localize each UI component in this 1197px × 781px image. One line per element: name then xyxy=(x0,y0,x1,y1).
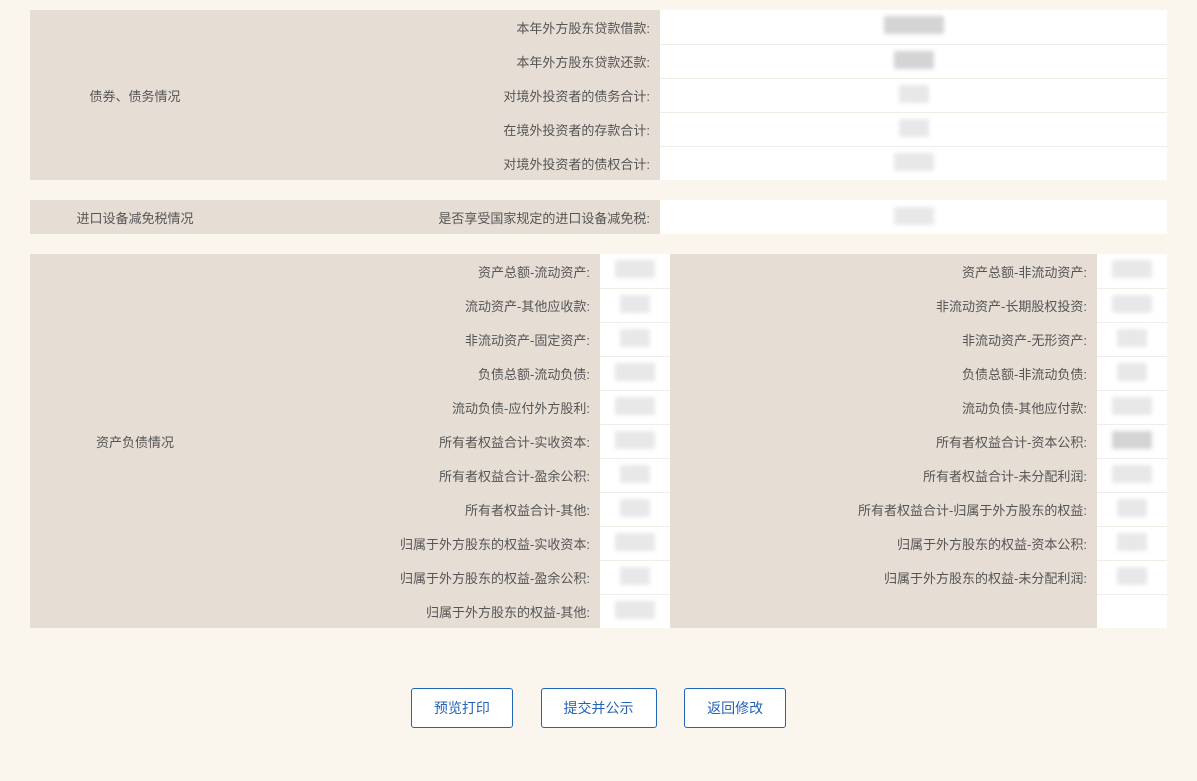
field-value xyxy=(1097,424,1167,458)
preview-print-button[interactable]: 预览打印 xyxy=(411,688,513,728)
redacted-value xyxy=(894,207,934,225)
assets-table: 资产负债情况 资产总额-流动资产: 资产总额-非流动资产: 流动资产-其他应收款… xyxy=(30,254,1167,628)
action-buttons: 预览打印 提交并公示 返回修改 xyxy=(30,688,1167,728)
field-label: 所有者权益合计-实收资本: xyxy=(240,424,600,458)
table-row: 资产负债情况 资产总额-流动资产: 资产总额-非流动资产: xyxy=(30,254,1167,288)
redacted-value xyxy=(1117,329,1147,347)
field-value xyxy=(1097,390,1167,424)
field-label: 所有者权益合计-盈余公积: xyxy=(240,458,600,492)
field-value xyxy=(1097,526,1167,560)
field-value xyxy=(600,526,670,560)
category-label: 债券、债务情况 xyxy=(30,10,240,180)
field-label: 所有者权益合计-其他: xyxy=(240,492,600,526)
field-label: 负债总额-非流动负债: xyxy=(670,356,1097,390)
field-value xyxy=(600,594,670,628)
field-label: 归属于外方股东的权益-实收资本: xyxy=(240,526,600,560)
redacted-value xyxy=(1112,397,1152,415)
field-label: 非流动资产-无形资产: xyxy=(670,322,1097,356)
debt-table: 债券、债务情况 本年外方股东贷款借款: 本年外方股东贷款还款: 对境外投资者的债… xyxy=(30,10,1167,180)
field-label: 对境外投资者的债权合计: xyxy=(240,146,660,180)
field-value xyxy=(1097,594,1167,628)
field-value xyxy=(600,356,670,390)
table-row: 进口设备减免税情况 是否享受国家规定的进口设备减免税: xyxy=(30,200,1167,234)
field-value xyxy=(1097,492,1167,526)
field-value xyxy=(600,288,670,322)
redacted-value xyxy=(615,601,655,619)
field-value xyxy=(1097,322,1167,356)
redacted-value xyxy=(1117,499,1147,517)
redacted-value xyxy=(615,363,655,381)
field-value xyxy=(660,78,1167,112)
field-value xyxy=(660,44,1167,78)
field-label: 所有者权益合计-资本公积: xyxy=(670,424,1097,458)
field-label: 流动负债-其他应付款: xyxy=(670,390,1097,424)
field-label: 资产总额-非流动资产: xyxy=(670,254,1097,288)
field-value xyxy=(660,112,1167,146)
redacted-value xyxy=(894,153,934,171)
field-value xyxy=(600,390,670,424)
redacted-value xyxy=(1117,533,1147,551)
field-value xyxy=(600,492,670,526)
field-value xyxy=(1097,458,1167,492)
field-value xyxy=(1097,288,1167,322)
submit-publish-button[interactable]: 提交并公示 xyxy=(541,688,657,728)
field-label: 流动资产-其他应收款: xyxy=(240,288,600,322)
field-label: 是否享受国家规定的进口设备减免税: xyxy=(240,200,660,234)
field-value xyxy=(1097,254,1167,288)
field-value xyxy=(660,200,1167,234)
field-label: 归属于外方股东的权益-资本公积: xyxy=(670,526,1097,560)
field-value xyxy=(600,322,670,356)
redacted-value xyxy=(1117,567,1147,585)
field-value xyxy=(1097,356,1167,390)
redacted-value xyxy=(1117,363,1147,381)
redacted-value xyxy=(615,431,655,449)
redacted-value xyxy=(620,567,650,585)
field-label: 所有者权益合计-未分配利润: xyxy=(670,458,1097,492)
redacted-value xyxy=(1112,465,1152,483)
field-label: 本年外方股东贷款还款: xyxy=(240,44,660,78)
category-label: 资产负债情况 xyxy=(30,254,240,628)
redacted-value xyxy=(884,16,944,34)
redacted-value xyxy=(1112,260,1152,278)
field-label: 本年外方股东贷款借款: xyxy=(240,10,660,44)
redacted-value xyxy=(620,499,650,517)
return-modify-button[interactable]: 返回修改 xyxy=(684,688,786,728)
field-label: 对境外投资者的债务合计: xyxy=(240,78,660,112)
field-label: 流动负债-应付外方股利: xyxy=(240,390,600,424)
field-label: 非流动资产-固定资产: xyxy=(240,322,600,356)
field-label: 归属于外方股东的权益-盈余公积: xyxy=(240,560,600,594)
redacted-value xyxy=(620,295,650,313)
redacted-value xyxy=(620,329,650,347)
field-label: 资产总额-流动资产: xyxy=(240,254,600,288)
field-value xyxy=(1097,560,1167,594)
field-label: 归属于外方股东的权益-其他: xyxy=(240,594,600,628)
redacted-value xyxy=(615,260,655,278)
import-tax-section: 进口设备减免税情况 是否享受国家规定的进口设备减免税: xyxy=(30,200,1167,234)
redacted-value xyxy=(615,533,655,551)
field-label: 非流动资产-长期股权投资: xyxy=(670,288,1097,322)
field-value xyxy=(660,10,1167,44)
redacted-value xyxy=(899,119,929,137)
redacted-value xyxy=(1112,431,1152,449)
redacted-value xyxy=(894,51,934,69)
category-label: 进口设备减免税情况 xyxy=(30,200,240,234)
field-value xyxy=(600,560,670,594)
table-row: 债券、债务情况 本年外方股东贷款借款: xyxy=(30,10,1167,44)
redacted-value xyxy=(1112,295,1152,313)
field-value xyxy=(660,146,1167,180)
field-value xyxy=(600,254,670,288)
field-value xyxy=(600,424,670,458)
debt-securities-section: 债券、债务情况 本年外方股东贷款借款: 本年外方股东贷款还款: 对境外投资者的债… xyxy=(30,10,1167,180)
import-tax-table: 进口设备减免税情况 是否享受国家规定的进口设备减免税: xyxy=(30,200,1167,234)
field-label: 归属于外方股东的权益-未分配利润: xyxy=(670,560,1097,594)
field-label: 所有者权益合计-归属于外方股东的权益: xyxy=(670,492,1097,526)
field-label: 在境外投资者的存款合计: xyxy=(240,112,660,146)
redacted-value xyxy=(615,397,655,415)
field-label xyxy=(670,594,1097,628)
field-label: 负债总额-流动负债: xyxy=(240,356,600,390)
redacted-value xyxy=(620,465,650,483)
assets-liabilities-section: 资产负债情况 资产总额-流动资产: 资产总额-非流动资产: 流动资产-其他应收款… xyxy=(30,254,1167,628)
field-value xyxy=(600,458,670,492)
redacted-value xyxy=(899,85,929,103)
